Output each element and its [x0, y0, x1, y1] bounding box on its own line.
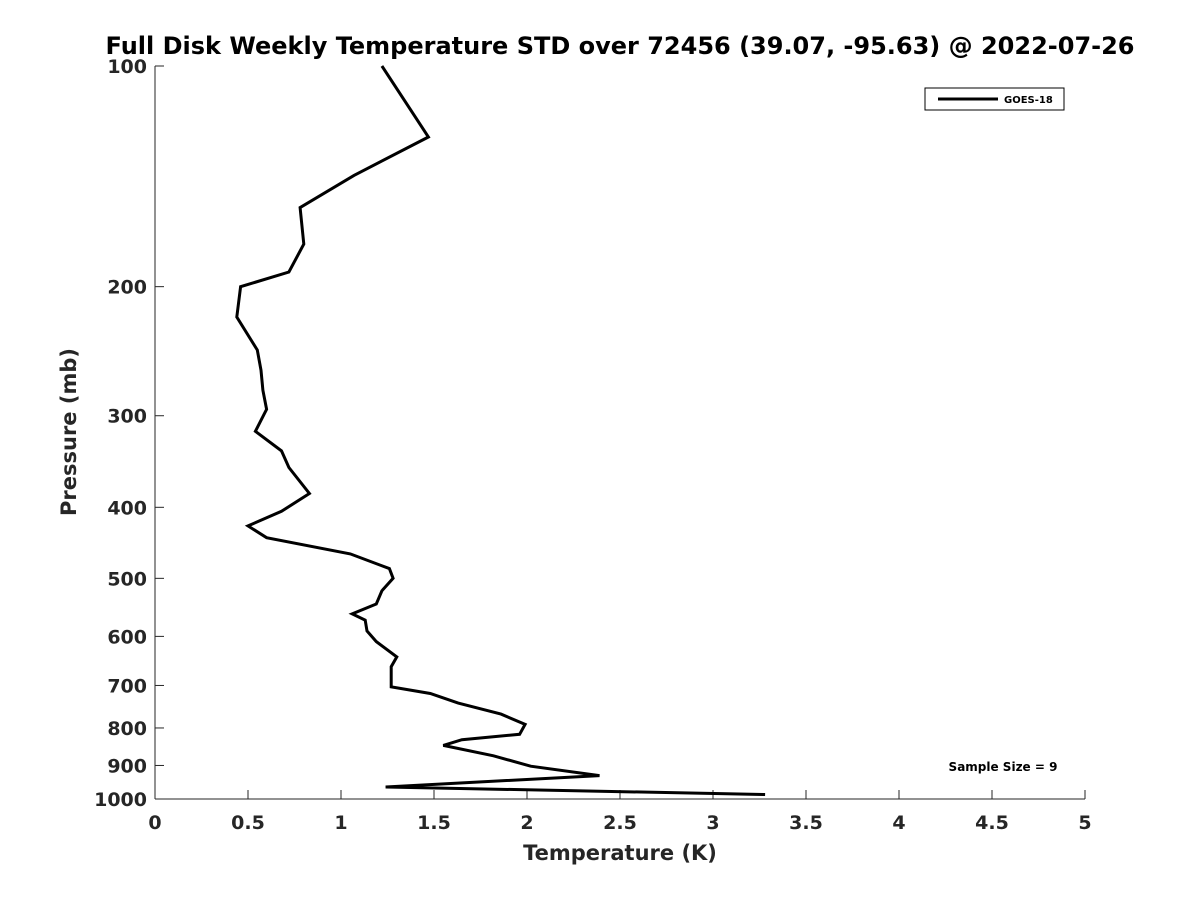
- y-tick-label: 700: [107, 675, 147, 697]
- axes: [154, 66, 1085, 800]
- y-tick-label: 900: [107, 755, 147, 777]
- x-tick-label: 5: [1078, 812, 1091, 834]
- x-tick-label: 4.5: [975, 812, 1009, 834]
- y-tick-label: 800: [107, 718, 147, 740]
- y-tick-label: 600: [107, 626, 147, 648]
- y-tick-label: 100: [107, 56, 147, 78]
- y-tick-label: 500: [107, 568, 147, 590]
- legend-label: GOES-18: [1004, 95, 1053, 106]
- y-ticks: 100 200 300 400 500 600 700 800 900 1000: [94, 56, 164, 811]
- x-tick-label: 0.5: [231, 812, 265, 834]
- x-tick-label: 2: [520, 812, 533, 834]
- series-layer: [235, 65, 766, 796]
- x-ticks: 0 0.5 1 1.5 2 2.5 3 3.5 4 4.5 5: [148, 790, 1092, 834]
- y-tick-label: 300: [107, 406, 147, 428]
- x-tick-label: 1: [334, 812, 347, 834]
- y-tick-label: 1000: [94, 789, 147, 811]
- sample-size-annotation: Sample Size = 9: [949, 760, 1058, 774]
- y-tick-label: 400: [107, 497, 147, 519]
- y-axis-label: Pressure (mb): [57, 348, 81, 516]
- x-axis-label: Temperature (K): [523, 841, 717, 865]
- x-tick-label: 2.5: [603, 812, 637, 834]
- series-line-goes-18: [235, 65, 766, 796]
- x-tick-label: 3.5: [789, 812, 823, 834]
- y-tick-label: 200: [107, 277, 147, 299]
- x-tick-label: 4: [892, 812, 905, 834]
- chart-title: Full Disk Weekly Temperature STD over 72…: [106, 32, 1135, 60]
- x-tick-label: 3: [706, 812, 719, 834]
- legend: GOES-18: [924, 87, 1065, 111]
- x-tick-label: 0: [148, 812, 161, 834]
- x-tick-label: 1.5: [417, 812, 451, 834]
